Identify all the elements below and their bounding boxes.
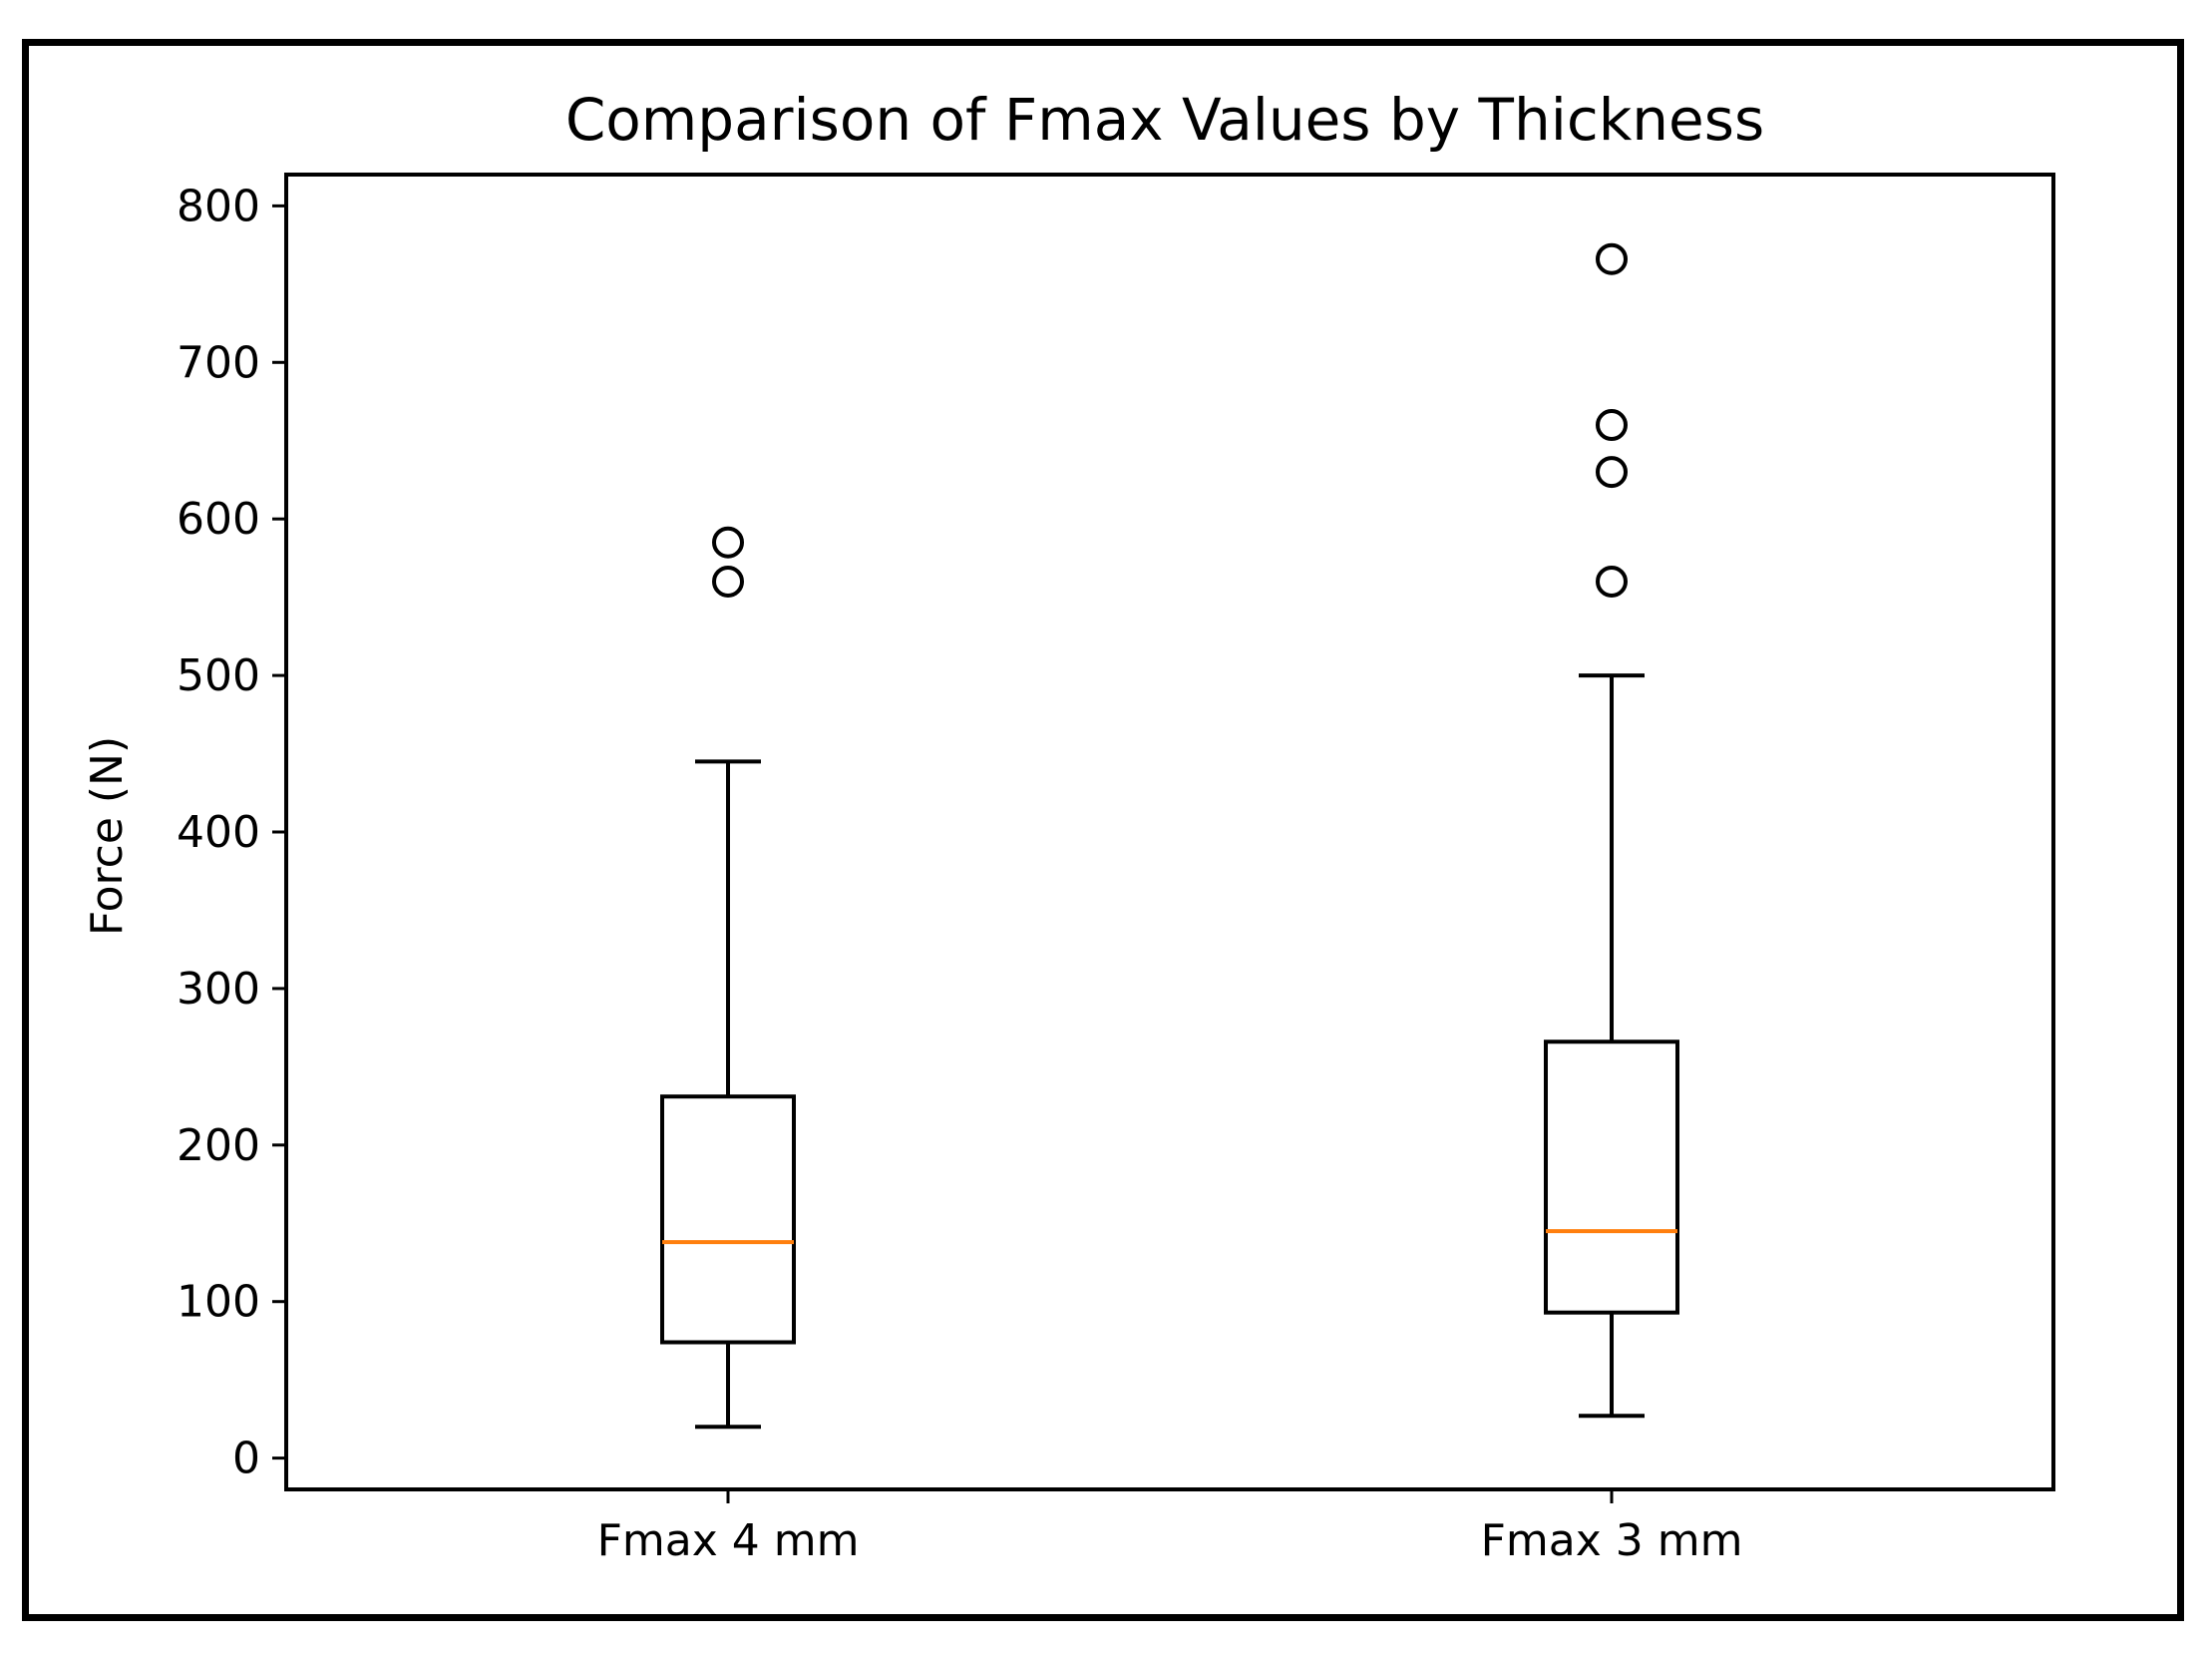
- y-axis-title: Force (N): [82, 736, 133, 936]
- y-tick-label: 200: [177, 1120, 260, 1171]
- y-axis: 0 100 200 300 400 500 600 700 800: [177, 181, 286, 1484]
- y-tick-label: 400: [177, 807, 260, 858]
- outlier-point: [1596, 456, 1628, 489]
- figure-frame: [22, 39, 2184, 1621]
- iqr-box: [1544, 1039, 1679, 1315]
- box-1: [660, 526, 796, 1430]
- iqr-box: [660, 1094, 796, 1345]
- x-tick-label: Fmax 4 mm: [597, 1515, 860, 1566]
- outlier-point: [712, 526, 744, 559]
- box-series: [660, 242, 1679, 1430]
- outlier-point: [712, 565, 744, 598]
- plot-area: [284, 173, 2055, 1491]
- x-tick-label: Fmax 3 mm: [1481, 1515, 1743, 1566]
- y-tick-label: 700: [177, 337, 260, 388]
- box-2: [1544, 242, 1679, 1419]
- outlier-point: [1596, 409, 1628, 442]
- y-tick-label: 0: [232, 1434, 260, 1484]
- y-tick-label: 600: [177, 494, 260, 545]
- outlier-point: [1596, 242, 1628, 275]
- y-tick-label: 500: [177, 650, 260, 701]
- x-axis: Fmax 4 mm Fmax 3 mm: [597, 1489, 1743, 1566]
- chart-title: Comparison of Fmax Values by Thickness: [565, 86, 1764, 154]
- y-tick-label: 100: [177, 1277, 260, 1328]
- y-tick-label: 300: [177, 964, 260, 1015]
- y-tick-label: 800: [177, 181, 260, 231]
- outlier-point: [1596, 565, 1628, 598]
